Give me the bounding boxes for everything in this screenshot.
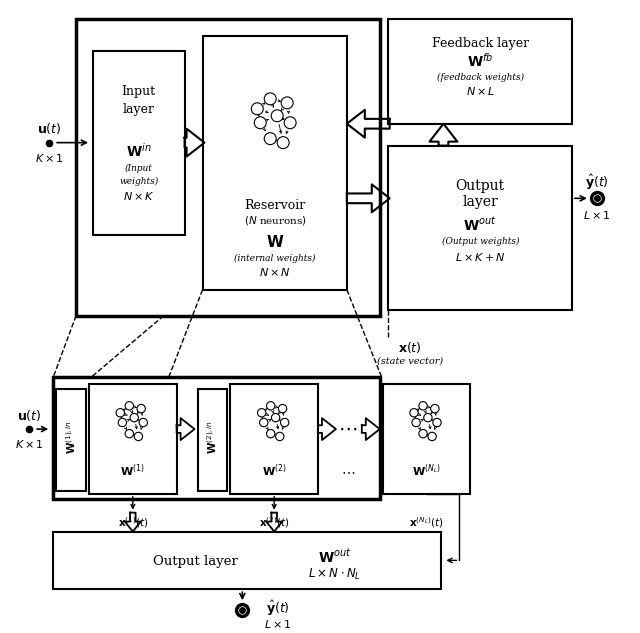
Circle shape: [254, 116, 266, 128]
Circle shape: [137, 404, 145, 413]
Text: $\mathbf{W}^{(1),in}$: $\mathbf{W}^{(1),in}$: [64, 420, 78, 454]
Circle shape: [428, 432, 436, 441]
Circle shape: [284, 116, 296, 128]
Circle shape: [130, 413, 138, 422]
Text: $N \times K$: $N \times K$: [123, 191, 155, 203]
Circle shape: [125, 401, 134, 410]
Text: (state vector): (state vector): [376, 357, 443, 366]
Circle shape: [277, 137, 289, 149]
Circle shape: [271, 413, 280, 422]
Text: $\cdots$: $\cdots$: [340, 464, 355, 478]
Circle shape: [280, 418, 289, 427]
Bar: [89, 384, 177, 494]
Bar: [388, 19, 572, 123]
Text: (internal weights): (internal weights): [234, 253, 316, 263]
Text: weights): weights): [119, 177, 159, 186]
Circle shape: [412, 418, 420, 427]
Text: $\mathbf{u}(t)$: $\mathbf{u}(t)$: [17, 408, 42, 423]
Text: $\mathbf{W}^{fb}$: $\mathbf{W}^{fb}$: [467, 52, 493, 70]
Text: (Output weights): (Output weights): [442, 237, 519, 246]
Text: $\hat{\mathbf{y}}(t)$: $\hat{\mathbf{y}}(t)$: [585, 173, 609, 192]
Bar: [53, 377, 380, 499]
Circle shape: [118, 418, 127, 427]
Text: $\mathbf{x}(t)$: $\mathbf{x}(t)$: [398, 340, 421, 355]
Circle shape: [116, 408, 124, 417]
Bar: [198, 389, 227, 491]
Circle shape: [431, 404, 439, 413]
Text: $(N$ neurons$)$: $(N$ neurons$)$: [244, 214, 307, 227]
Bar: [53, 532, 442, 589]
Text: (Input: (Input: [125, 164, 153, 173]
Text: $\mathbf{x}^{(2)}(t)$: $\mathbf{x}^{(2)}(t)$: [259, 515, 289, 530]
Text: $\cdots$: $\cdots$: [339, 420, 358, 438]
Text: $\mathbf{x}^{(N_L)}(t)$: $\mathbf{x}^{(N_L)}(t)$: [410, 515, 444, 530]
Circle shape: [266, 429, 275, 438]
Circle shape: [424, 413, 432, 422]
Circle shape: [410, 408, 418, 417]
Bar: [383, 384, 470, 494]
Circle shape: [264, 133, 276, 144]
Text: (feedback weights): (feedback weights): [436, 72, 524, 82]
Circle shape: [419, 429, 428, 438]
Text: Output layer: Output layer: [153, 555, 238, 568]
Circle shape: [266, 401, 275, 410]
Circle shape: [260, 418, 268, 427]
Text: $\mathbf{W}^{(2)}$: $\mathbf{W}^{(2)}$: [262, 463, 287, 479]
Text: $K \times 1$: $K \times 1$: [15, 438, 44, 450]
Text: layer: layer: [463, 196, 498, 210]
Circle shape: [433, 418, 441, 427]
Circle shape: [252, 103, 263, 115]
Text: $L \times N \cdot N_L$: $L \times N \cdot N_L$: [308, 567, 362, 582]
Bar: [202, 36, 347, 290]
Text: Output: Output: [456, 179, 505, 194]
Circle shape: [264, 93, 276, 105]
Text: $L \times K + N$: $L \times K + N$: [455, 251, 506, 263]
Circle shape: [271, 110, 283, 122]
Text: $L \times 1$: $L \times 1$: [264, 618, 292, 630]
Circle shape: [125, 429, 134, 438]
Circle shape: [257, 408, 266, 417]
Text: Reservoir: Reservoir: [244, 199, 306, 212]
Text: $\mathbf{x}^{(1)}(t)$: $\mathbf{x}^{(1)}(t)$: [118, 515, 148, 530]
Text: $\mathbf{u}(t)$: $\mathbf{u}(t)$: [37, 121, 61, 136]
Text: $N \times N$: $N \times N$: [259, 266, 291, 278]
Text: Feedback layer: Feedback layer: [432, 37, 529, 49]
Circle shape: [278, 404, 287, 413]
Bar: [76, 19, 380, 316]
Text: $\mathbf{W}$: $\mathbf{W}$: [266, 234, 284, 250]
Bar: [388, 146, 572, 310]
Bar: [230, 384, 318, 494]
Bar: [93, 51, 184, 235]
Text: $N \times L$: $N \times L$: [465, 85, 495, 97]
Circle shape: [419, 401, 428, 410]
Text: $\mathbf{W}^{(1)}$: $\mathbf{W}^{(1)}$: [120, 463, 145, 479]
Text: $L \times 1$: $L \times 1$: [583, 210, 611, 222]
Bar: [56, 389, 86, 491]
Text: $\hat{\mathbf{y}}(t)$: $\hat{\mathbf{y}}(t)$: [266, 599, 290, 618]
Circle shape: [276, 432, 284, 441]
Circle shape: [281, 97, 293, 109]
Text: $\mathbf{W}^{(N_L)}$: $\mathbf{W}^{(N_L)}$: [412, 463, 441, 479]
Circle shape: [139, 418, 147, 427]
Text: $\mathbf{W}^{out}$: $\mathbf{W}^{out}$: [318, 548, 352, 565]
Text: $\mathbf{W}^{out}$: $\mathbf{W}^{out}$: [463, 216, 497, 234]
Text: Input
layer: Input layer: [122, 85, 156, 116]
Text: $\mathbf{W}^{(2),in}$: $\mathbf{W}^{(2),in}$: [205, 420, 220, 454]
Text: $K \times 1$: $K \times 1$: [35, 151, 63, 163]
Text: $\mathbf{W}^{in}$: $\mathbf{W}^{in}$: [126, 142, 152, 160]
Circle shape: [134, 432, 143, 441]
